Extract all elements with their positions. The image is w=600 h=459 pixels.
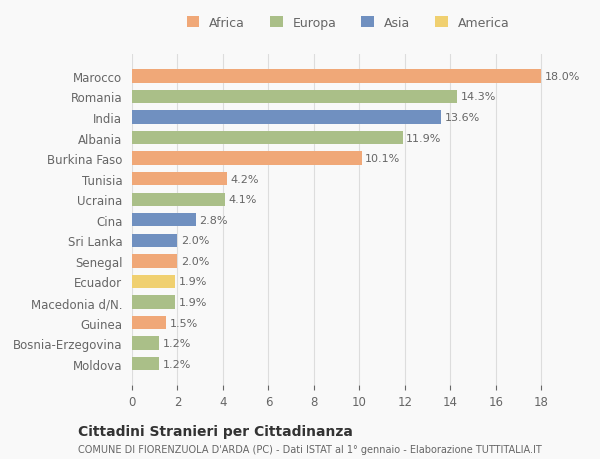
Bar	[132, 132, 403, 145]
Text: 18.0%: 18.0%	[545, 72, 580, 82]
Text: 14.3%: 14.3%	[461, 92, 496, 102]
Text: 2.0%: 2.0%	[181, 256, 209, 266]
Bar	[132, 111, 441, 124]
Bar	[132, 337, 159, 350]
Text: COMUNE DI FIORENZUOLA D'ARDA (PC) - Dati ISTAT al 1° gennaio - Elaborazione TUTT: COMUNE DI FIORENZUOLA D'ARDA (PC) - Dati…	[78, 444, 542, 454]
Text: Cittadini Stranieri per Cittadinanza: Cittadini Stranieri per Cittadinanza	[78, 425, 353, 438]
Text: 13.6%: 13.6%	[445, 113, 480, 123]
Text: 4.1%: 4.1%	[229, 195, 257, 205]
Text: 2.0%: 2.0%	[181, 236, 209, 246]
Bar	[132, 173, 227, 186]
Bar	[132, 275, 175, 289]
Bar	[132, 152, 362, 165]
Bar	[132, 234, 178, 247]
Bar	[132, 193, 225, 207]
Text: 1.9%: 1.9%	[179, 297, 207, 308]
Text: 10.1%: 10.1%	[365, 154, 400, 164]
Bar	[132, 296, 175, 309]
Bar	[132, 316, 166, 330]
Bar	[132, 90, 457, 104]
Bar	[132, 255, 178, 268]
Legend: Africa, Europa, Asia, America: Africa, Europa, Asia, America	[182, 12, 514, 35]
Bar	[132, 213, 196, 227]
Bar	[132, 357, 159, 370]
Text: 1.2%: 1.2%	[163, 338, 191, 348]
Text: 1.2%: 1.2%	[163, 359, 191, 369]
Text: 1.5%: 1.5%	[170, 318, 198, 328]
Text: 2.8%: 2.8%	[199, 215, 227, 225]
Text: 1.9%: 1.9%	[179, 277, 207, 287]
Text: 11.9%: 11.9%	[406, 133, 442, 143]
Bar	[132, 70, 541, 84]
Text: 4.2%: 4.2%	[231, 174, 259, 185]
